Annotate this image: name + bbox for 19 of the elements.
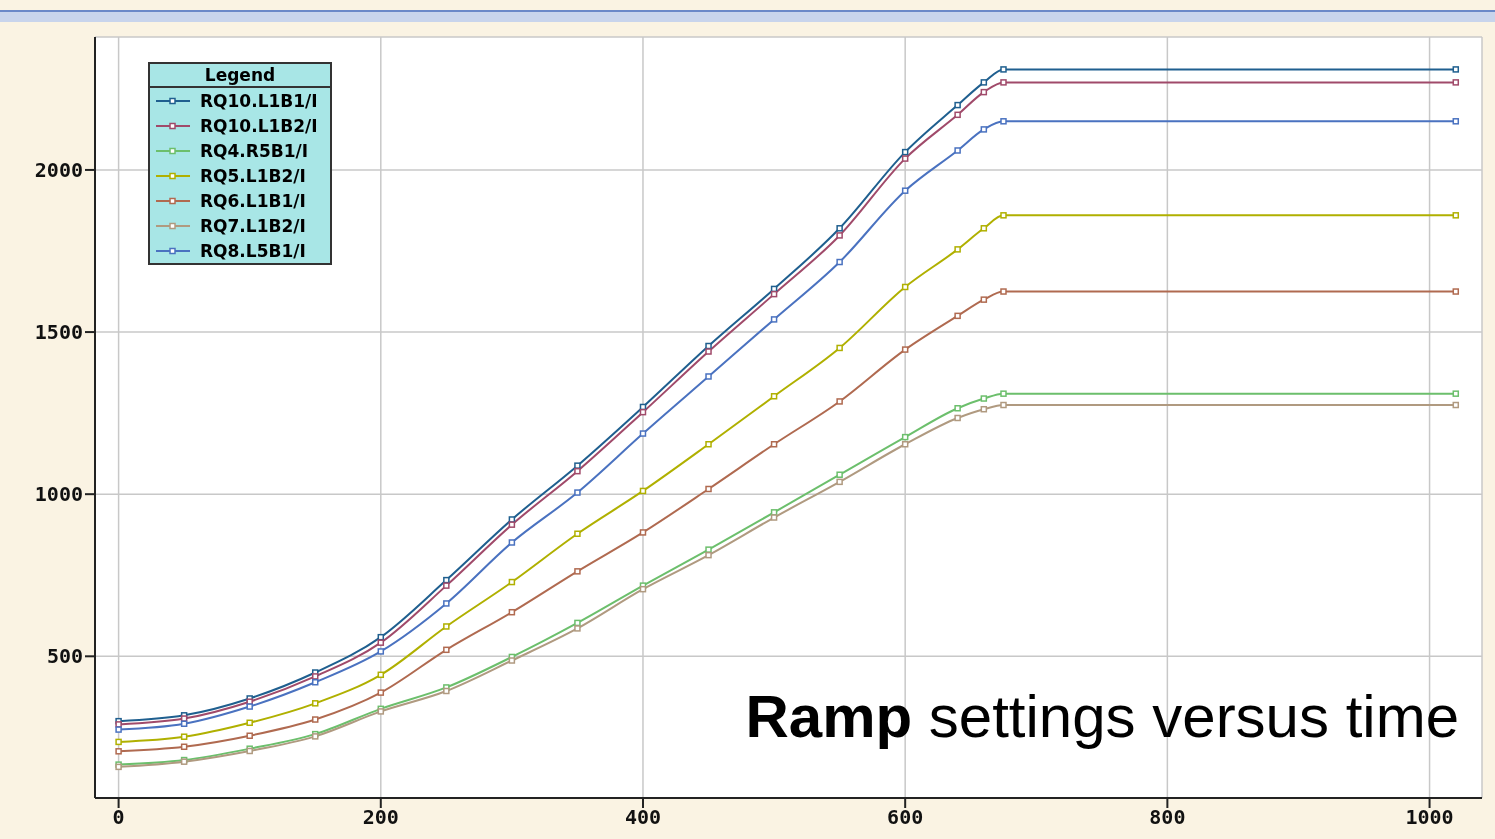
x-tick-label: 400 bbox=[624, 805, 662, 830]
y-tick-label: 500 bbox=[46, 644, 83, 669]
legend-title: Legend bbox=[150, 64, 330, 88]
x-tick-label: 0 bbox=[112, 805, 125, 830]
x-tick-label: 800 bbox=[1149, 805, 1186, 830]
y-tick-label: 1000 bbox=[34, 482, 83, 507]
x-tick-label: 600 bbox=[887, 805, 924, 830]
legend-label: RQ4.R5B1/I bbox=[200, 140, 309, 161]
legend-label: RQ6.L1B1/I bbox=[200, 190, 306, 211]
annotation: Ramp settings versus time bbox=[745, 682, 1459, 751]
x-tick-label: 1000 bbox=[1405, 805, 1454, 830]
legend-label: RQ10.L1B2/I bbox=[200, 115, 318, 136]
legend-label: RQ7.L1B2/I bbox=[200, 215, 306, 236]
legend-label: RQ10.L1B1/I bbox=[200, 90, 318, 111]
legend-label: RQ5.L1B2/I bbox=[200, 165, 306, 186]
legend-label: RQ8.L5B1/I bbox=[200, 240, 306, 261]
y-tick-label: 2000 bbox=[34, 158, 83, 183]
y-tick-label: 1500 bbox=[34, 320, 83, 345]
x-tick-label: 200 bbox=[362, 805, 399, 830]
